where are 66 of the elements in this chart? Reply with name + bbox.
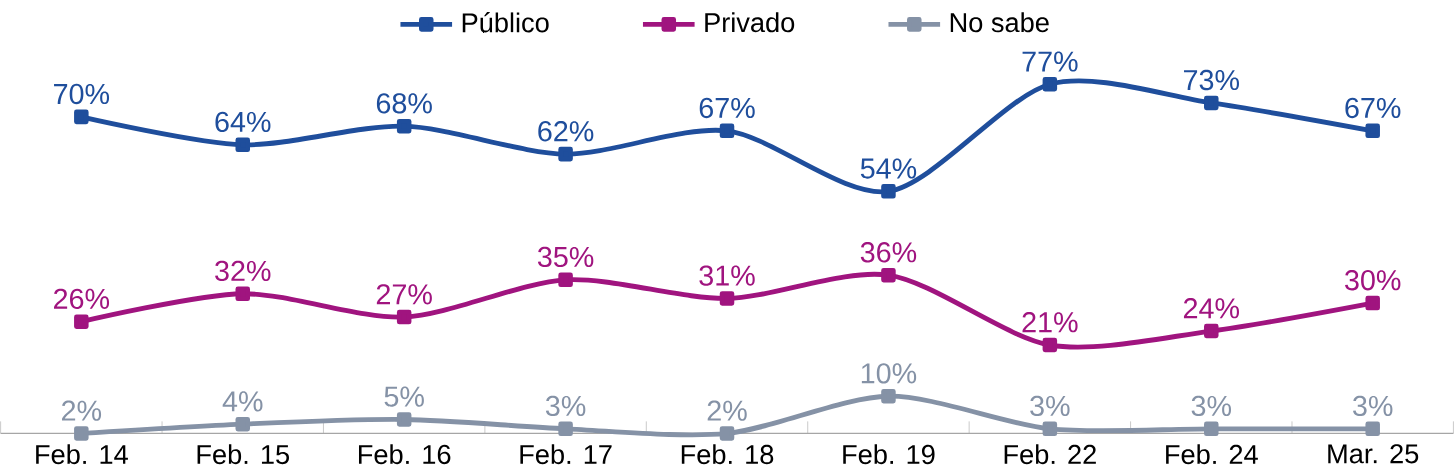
legend-label: Privado [705, 12, 795, 33]
data-label: 4% [222, 391, 263, 412]
point [396, 118, 412, 134]
point [719, 426, 735, 441]
point [396, 309, 412, 325]
data-label: 32% [215, 260, 271, 281]
data-label: 2% [61, 400, 102, 421]
data-label: 3% [545, 395, 586, 417]
point [1042, 337, 1058, 353]
data-label: 35% [537, 246, 594, 268]
data-label: 24% [1183, 298, 1239, 319]
data-label: 21% [1022, 311, 1078, 333]
data-label: 10% [861, 363, 917, 384]
point [74, 109, 89, 125]
x-tick-label: Feb. 19 [843, 444, 935, 465]
data-label: 62% [538, 120, 594, 142]
point [719, 291, 735, 306]
data-label: 67% [699, 97, 755, 119]
data-label: 70% [54, 83, 110, 105]
point [558, 146, 573, 162]
data-label: 67% [1345, 97, 1401, 119]
point [881, 388, 896, 404]
point [1365, 421, 1380, 436]
point [558, 421, 573, 436]
x-tick-label: Feb. 14 [36, 444, 128, 465]
point [235, 286, 251, 301]
point [1042, 76, 1058, 92]
point [1365, 295, 1380, 311]
x-tick-label: Feb. 16 [358, 444, 451, 465]
data-label: 2% [707, 400, 747, 421]
x-tick-label: Mar. 25 [1328, 444, 1419, 464]
data-label: 64% [215, 111, 271, 133]
data-label: 73% [1184, 69, 1239, 91]
data-label: 3% [1191, 395, 1232, 417]
point [1365, 123, 1380, 139]
point [235, 416, 251, 432]
point [74, 314, 89, 329]
data-label: 27% [376, 284, 432, 305]
data-label: 3% [1030, 395, 1070, 417]
data-label: 3% [1353, 395, 1393, 417]
x-tick-label: Feb. 17 [520, 444, 612, 465]
data-label: 30% [1345, 269, 1401, 291]
x-tick-label: Feb. 22 [1004, 444, 1096, 465]
x-tick-label: Feb. 24 [1166, 444, 1258, 465]
x-tick-label: Feb. 15 [197, 444, 289, 465]
point [235, 137, 251, 152]
point [719, 123, 735, 139]
data-label: 5% [384, 386, 424, 407]
point [1204, 323, 1219, 339]
data-label: 68% [376, 93, 432, 114]
legend-label: No sabe [950, 12, 1049, 33]
point [74, 426, 89, 441]
data-label: 77% [1022, 51, 1078, 72]
legend-label: Público [462, 11, 549, 33]
point [881, 267, 896, 283]
data-label: 31% [699, 265, 755, 286]
data-label: 36% [860, 242, 917, 263]
point [1204, 421, 1219, 436]
point [881, 184, 896, 199]
x-tick-label: Feb. 18 [681, 444, 774, 465]
point [396, 412, 412, 427]
point [558, 272, 573, 287]
point [1204, 95, 1219, 111]
point [1042, 421, 1058, 436]
data-label: 54% [860, 158, 917, 179]
data-label: 26% [54, 288, 110, 309]
